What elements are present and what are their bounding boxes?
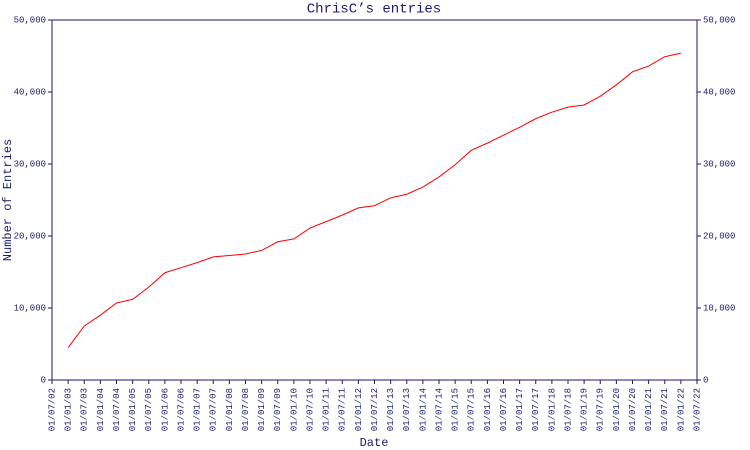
x-tick-label: 01/07/10 <box>305 388 315 431</box>
x-tick-label: 01/07/21 <box>660 388 670 431</box>
x-tick-label: 01/07/18 <box>563 388 573 431</box>
x-tick-label: 01/07/02 <box>47 388 57 431</box>
x-tick-label: 01/01/21 <box>644 388 654 431</box>
x-tick-label: 01/07/20 <box>628 388 638 431</box>
y2-tick-label: 50,000 <box>703 15 735 25</box>
y-axis-label: Number of Entries <box>1 139 15 261</box>
x-tick-label: 01/07/04 <box>112 388 122 431</box>
chart-title: ChrisC’s entries <box>307 2 441 18</box>
x-tick-label: 01/07/05 <box>144 388 154 431</box>
x-tick-label: 01/07/11 <box>338 388 348 431</box>
x-tick-label: 01/01/17 <box>515 388 525 431</box>
x-tick-label: 01/07/16 <box>499 388 509 431</box>
x-tick-label: 01/07/03 <box>80 388 90 431</box>
x-tick-label: 01/07/12 <box>370 388 380 431</box>
x-tick-label: 01/01/04 <box>96 388 106 431</box>
x-tick-label: 01/01/16 <box>483 388 493 431</box>
x-tick-label: 01/01/22 <box>676 388 686 431</box>
y-tick-label: 10,000 <box>14 303 46 313</box>
y-tick-label: 50,000 <box>14 15 46 25</box>
x-tick-label: 01/01/14 <box>418 388 428 431</box>
x-tick-label: 01/07/17 <box>531 388 541 431</box>
x-tick-label: 01/01/20 <box>612 388 622 431</box>
x-tick-label: 01/07/06 <box>176 388 186 431</box>
x-tick-label: 01/01/13 <box>386 388 396 431</box>
data-line <box>67 52 681 348</box>
x-tick-label: 01/01/15 <box>451 388 461 431</box>
x-tick-label: 01/01/05 <box>128 388 138 431</box>
x-tick-label: 01/07/15 <box>467 388 477 431</box>
x-tick-label: 01/07/22 <box>692 388 702 431</box>
x-tick-label: 01/01/03 <box>64 388 74 431</box>
y-tick-label: 30,000 <box>14 159 46 169</box>
x-tick-label: 01/01/19 <box>580 388 590 431</box>
x-tick-label: 01/01/11 <box>322 388 332 431</box>
x-tick-label: 01/01/06 <box>160 388 170 431</box>
x-tick-label: 01/07/13 <box>402 388 412 431</box>
x-tick-label: 01/01/18 <box>547 388 557 431</box>
y2-tick-label: 0 <box>703 375 708 385</box>
plot-frame <box>51 19 698 381</box>
y2-tick-label: 10,000 <box>703 303 735 313</box>
x-tick-label: 01/01/08 <box>225 388 235 431</box>
x-tick-label: 01/07/09 <box>273 388 283 431</box>
y-tick-label: 20,000 <box>14 231 46 241</box>
x-tick-label: 01/07/07 <box>209 388 219 431</box>
y2-tick-label: 40,000 <box>703 87 735 97</box>
y-tick-label: 0 <box>41 375 46 385</box>
x-tick-label: 01/07/14 <box>434 388 444 431</box>
y2-tick-label: 20,000 <box>703 231 735 241</box>
x-tick-label: 01/01/09 <box>257 388 267 431</box>
x-tick-label: 01/07/08 <box>241 388 251 431</box>
x-tick-label: 01/01/12 <box>354 388 364 431</box>
y-tick-label: 40,000 <box>14 87 46 97</box>
x-tick-label: 01/01/10 <box>289 388 299 431</box>
x-axis-label: Date <box>360 436 389 450</box>
x-tick-label: 01/07/19 <box>596 388 606 431</box>
x-tick-label: 01/01/07 <box>193 388 203 431</box>
y2-tick-label: 30,000 <box>703 159 735 169</box>
